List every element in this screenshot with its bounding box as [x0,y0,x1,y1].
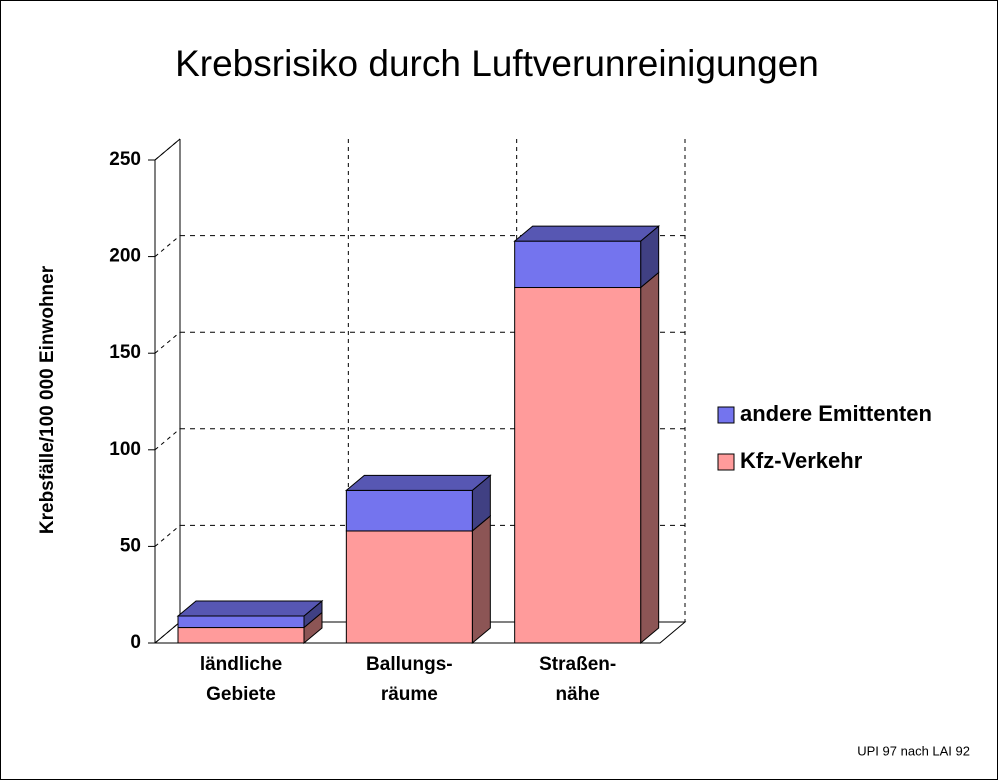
bar [177,627,305,644]
y-tick-label: 0 [130,632,141,653]
bar-top [176,600,324,617]
y-tick-depth [154,428,181,451]
x-tick-label: Gebiete [206,684,276,705]
bar [345,489,473,532]
legend-swatch [717,453,735,471]
y-tick-depth [154,331,181,354]
y-tick-label: 200 [109,246,141,267]
y-tick-label: 150 [109,342,141,363]
bar-top [344,474,492,491]
source-note: UPI 97 nach LAI 92 [857,743,970,758]
x-tick-label: nähe [555,684,599,705]
bar [514,287,642,644]
bar-side [640,271,660,645]
bar [177,615,305,629]
legend-label: andere Emittenten [740,401,932,426]
chart-title: Krebsrisiko durch Luftverunreinigungen [175,43,819,84]
y-tick-depth [154,235,181,257]
y-tick-depth [154,621,181,644]
y-tick-label: 50 [120,535,141,556]
bar-top [513,225,661,242]
bar [345,530,473,644]
x-tick-label: Ballungs- [366,654,453,675]
y-tick-depth [154,525,181,547]
bar [514,240,642,289]
x-tick-label: räume [381,684,438,705]
y-tick-depth [154,138,181,161]
y-tick-label: 250 [109,149,141,170]
bar-side [471,514,491,645]
y-axis-label: Krebsfälle/100 000 Einwohner [37,265,58,534]
y-tick-label: 100 [109,439,141,460]
x-tick-label: Straßen- [539,654,616,675]
legend-swatch [717,406,735,424]
x-tick-label: ländliche [200,654,282,675]
legend-label: Kfz-Verkehr [740,448,863,473]
